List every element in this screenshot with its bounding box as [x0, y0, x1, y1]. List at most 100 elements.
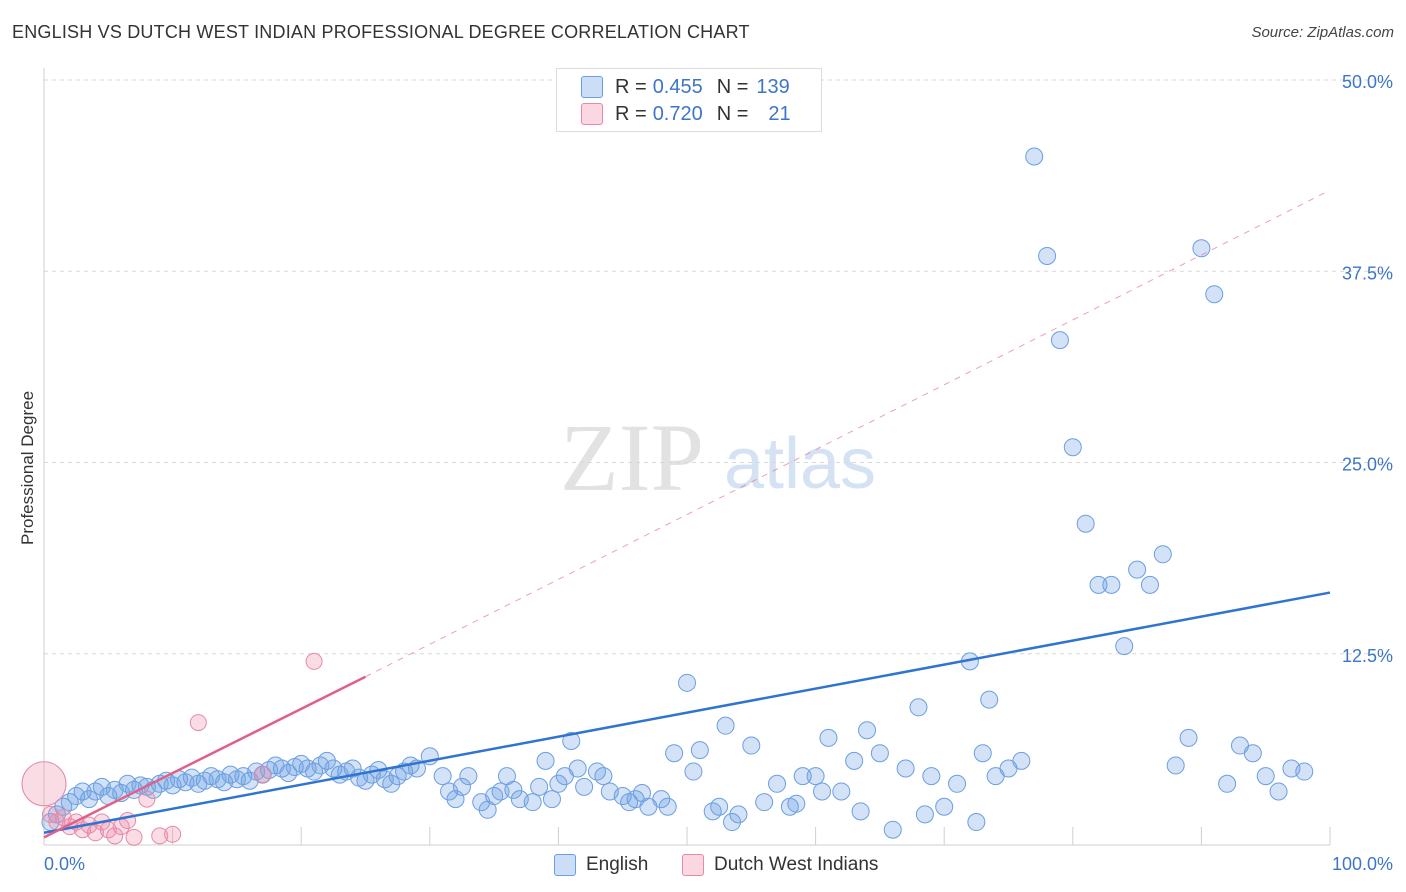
- english-point: [587, 762, 606, 781]
- english-point: [710, 797, 729, 816]
- english-point: [459, 767, 478, 786]
- watermark-atlas: atlas: [724, 424, 876, 504]
- english-point: [272, 759, 291, 778]
- bottom-legend-label-english: English: [586, 854, 649, 875]
- english-point: [819, 728, 838, 747]
- english-point: [594, 767, 613, 786]
- english-point: [729, 805, 748, 824]
- english-point: [1089, 575, 1108, 594]
- legend-n-value-dutch: 21: [768, 102, 791, 125]
- english-point: [870, 744, 889, 763]
- y-tick-label: 25.0%: [1342, 455, 1393, 475]
- x-tick-label: 0.0%: [44, 854, 85, 874]
- english-point: [742, 736, 761, 755]
- english-point: [967, 813, 986, 832]
- english-point: [1012, 751, 1031, 770]
- english-point: [221, 765, 240, 784]
- english-series: [41, 147, 1314, 839]
- english-point: [575, 777, 594, 796]
- english-point: [768, 774, 787, 793]
- dutch-point: [138, 790, 156, 808]
- watermark-zip: ZIP: [560, 404, 704, 511]
- dutch-trend-line: [43, 675, 367, 839]
- dutch-point: [21, 761, 67, 807]
- watermark: ZIP atlas: [560, 404, 876, 511]
- english-trend-line: [43, 591, 1331, 834]
- legend-row-dutch: R = 0.720 N = 21: [581, 102, 791, 126]
- y-tick-label: 12.5%: [1342, 646, 1393, 666]
- english-point: [549, 774, 568, 793]
- english-point: [1205, 285, 1224, 304]
- english-point: [1179, 728, 1198, 747]
- legend-r-label: R =: [615, 102, 647, 125]
- english-point: [1076, 514, 1095, 533]
- legend-n-label: N =: [716, 75, 749, 98]
- english-point: [755, 793, 774, 812]
- english-point: [1295, 762, 1314, 781]
- english-point: [806, 767, 825, 786]
- english-point: [1243, 744, 1262, 763]
- english-point: [922, 767, 941, 786]
- dutch-point: [164, 825, 182, 843]
- english-point: [658, 797, 677, 816]
- tick-labels: 12.5% 25.0% 37.5% 50.0% 0.0% 100.0%: [44, 72, 1393, 874]
- english-point: [523, 793, 542, 812]
- english-point: [1153, 545, 1172, 564]
- bottom-legend-swatch-english: [554, 854, 576, 876]
- y-tick-label: 37.5%: [1342, 263, 1393, 283]
- english-point: [851, 802, 870, 821]
- english-point: [915, 805, 934, 824]
- english-point: [883, 820, 902, 839]
- english-point: [1115, 637, 1134, 656]
- x-tick-label: 100.0%: [1332, 854, 1393, 874]
- legend-r-label: R =: [615, 75, 647, 98]
- english-point: [665, 744, 684, 763]
- bottom-legend-swatch-dutch: [682, 854, 704, 876]
- english-point: [723, 813, 742, 832]
- english-point: [652, 790, 671, 809]
- english-point: [433, 767, 452, 786]
- english-point: [1102, 575, 1121, 594]
- english-point: [787, 794, 806, 813]
- english-point: [1063, 438, 1082, 457]
- english-point: [1140, 575, 1159, 594]
- english-point: [382, 774, 401, 793]
- english-point: [195, 771, 214, 790]
- dutch-point: [151, 827, 169, 845]
- english-point: [935, 797, 954, 816]
- english-point: [690, 741, 709, 760]
- legend-row-english: R = 0.455 N = 139: [581, 75, 790, 99]
- english-point: [1050, 331, 1069, 350]
- legend: R = 0.455 N = 139 R = 0.720 N = 21: [556, 68, 822, 132]
- english-point: [678, 673, 696, 692]
- legend-n-label: N =: [716, 102, 749, 125]
- english-point: [703, 802, 722, 821]
- dutch-point: [125, 828, 143, 846]
- dutch-point: [106, 827, 124, 845]
- dutch-point: [189, 714, 207, 732]
- english-point: [980, 690, 999, 709]
- english-point: [568, 759, 587, 778]
- english-point: [948, 774, 967, 793]
- bottom-legend-dutch: Dutch West Indians: [682, 852, 878, 878]
- grid-lines: [44, 79, 1390, 655]
- english-point: [1192, 239, 1211, 258]
- english-point: [1166, 756, 1185, 775]
- english-point: [832, 782, 851, 801]
- english-point: [909, 698, 928, 717]
- y-tick-label: 50.0%: [1342, 72, 1393, 92]
- english-point: [80, 790, 99, 809]
- english-point: [1128, 560, 1147, 579]
- chart-title: ENGLISH VS DUTCH WEST INDIAN PROFESSIONA…: [12, 22, 750, 42]
- english-point: [793, 767, 812, 786]
- english-point: [542, 790, 561, 809]
- dutch-series: [21, 652, 323, 846]
- english-point: [343, 759, 362, 778]
- english-point: [452, 777, 471, 796]
- english-point: [973, 744, 992, 763]
- english-point: [491, 782, 510, 801]
- source-label: Source: ZipAtlas.com: [1251, 24, 1394, 41]
- english-point: [1218, 774, 1237, 793]
- legend-swatch-dutch: [581, 103, 603, 125]
